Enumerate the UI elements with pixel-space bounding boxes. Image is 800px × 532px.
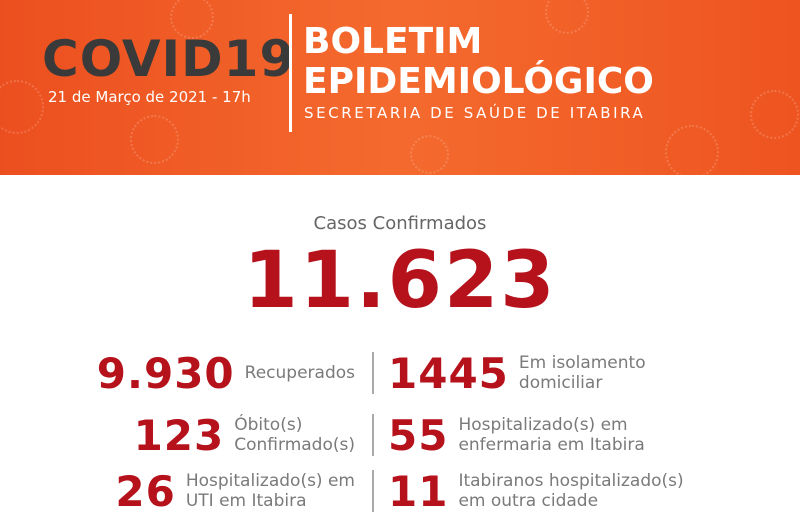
stat-label: Óbito(s) Confirmado(s)	[234, 415, 355, 455]
stat-label-line: Hospitalizado(s) em	[185, 471, 355, 491]
decoration	[410, 135, 449, 174]
stat-label-line: enfermaria em Itabira	[458, 435, 645, 455]
main-label: Casos Confirmados	[313, 213, 487, 234]
decoration	[0, 80, 44, 134]
stat-row: 55 Hospitalizado(s) em enfermaria em Itabi…	[388, 410, 800, 460]
separator	[372, 470, 374, 512]
stat-row: 1445 Em isolamento domiciliar	[388, 348, 800, 398]
stat-label-line: UTI em Itabira	[185, 491, 307, 511]
subtitle: SECRETARIA DE SAÚDE DE ITABIRA	[304, 104, 646, 122]
stat-label: Hospitalizado(s) em UTI em Itabira	[186, 471, 355, 511]
stat-label-line: Recuperados	[244, 363, 355, 383]
decoration	[665, 125, 719, 175]
stat-value: 55	[388, 410, 449, 460]
stat-label: Hospitalizado(s) em enfermaria em Itabira	[458, 415, 644, 455]
stat-label-line: em outra cidade	[458, 491, 599, 511]
decoration	[170, 0, 214, 39]
stat-value: 11	[388, 466, 449, 516]
stat-label: Recuperados	[245, 363, 355, 383]
bulletin-title: BOLETIM	[303, 21, 483, 62]
decoration	[545, 0, 589, 34]
decoration	[130, 115, 179, 164]
main-value: 11.623	[243, 236, 557, 326]
stat-label-line: Óbito(s)	[234, 415, 303, 435]
stat-label: Em isolamento domiciliar	[519, 353, 646, 393]
stat-row: 26 Hospitalizado(s) em UTI em Itabira	[0, 466, 355, 516]
stat-value: 26	[115, 466, 176, 516]
stat-value: 9.930	[96, 348, 235, 398]
stat-label-line: Em isolamento	[518, 353, 646, 373]
date: 21 de Março de 2021 - 17h	[48, 88, 251, 106]
title: COVID19	[42, 30, 296, 88]
stat-label-line: domiciliar	[518, 373, 603, 393]
stat-value: 1445	[388, 348, 509, 398]
bulletin-title: EPIDEMIOLÓGICO	[303, 61, 654, 102]
stat-label-line: Itabiranos hospitalizado(s)	[458, 471, 684, 491]
stat-row: 9.930 Recuperados	[0, 348, 355, 398]
stat-label: Itabiranos hospitalizado(s) em outra cida…	[458, 471, 683, 511]
stat-label-line: Hospitalizado(s) em	[458, 415, 628, 435]
separator	[372, 352, 374, 394]
separator	[372, 414, 374, 456]
stat-label-line: Confirmado(s)	[234, 435, 355, 455]
decoration	[750, 90, 799, 139]
stat-row: 123 Óbito(s) Confirmado(s)	[0, 410, 355, 460]
stat-value: 123	[133, 410, 225, 460]
divider	[289, 14, 292, 132]
stat-row: 11 Itabiranos hospitalizado(s) em outra ci…	[388, 466, 800, 516]
header: COVID19 21 de Março de 2021 - 17h BOLETI…	[0, 0, 800, 175]
